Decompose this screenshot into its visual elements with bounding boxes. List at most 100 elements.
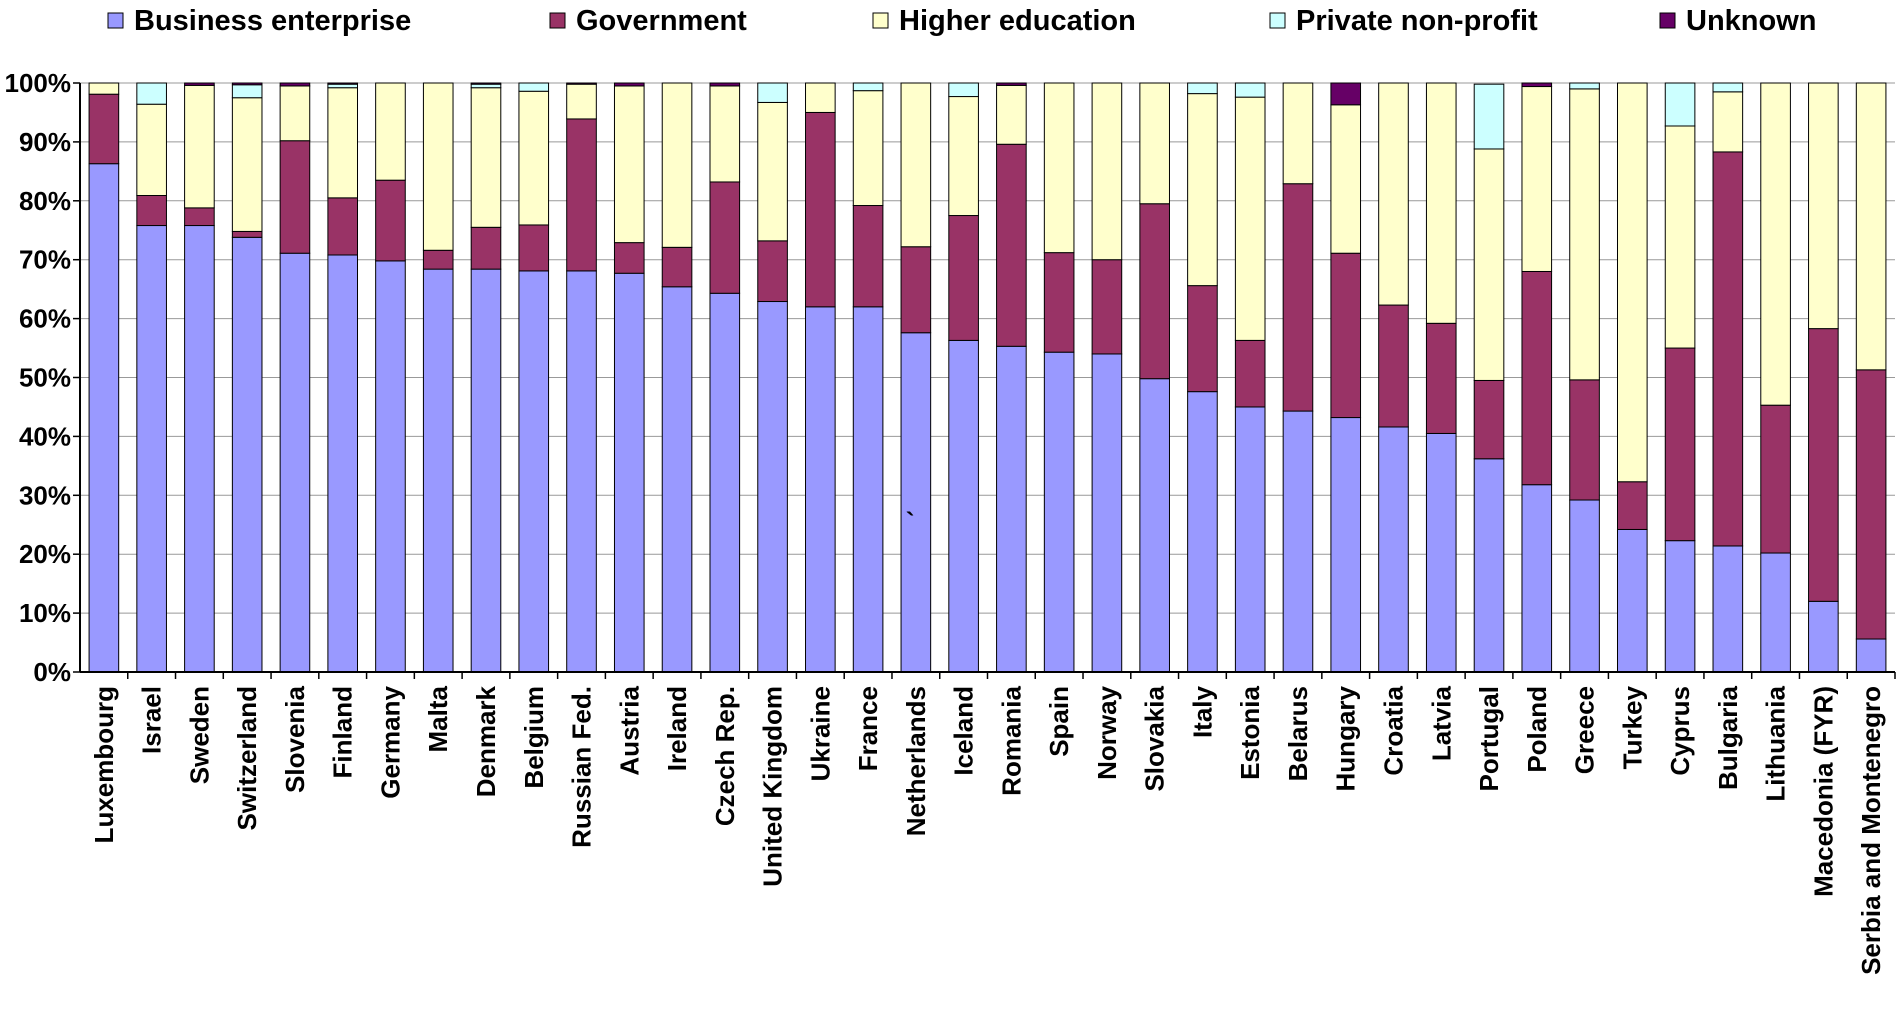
bar-estonia-private-non-profit (1234, 82, 1266, 98)
bar-ireland-business-enterprise (661, 286, 693, 673)
bar-macedonia-fyr-government (1808, 328, 1839, 602)
bar-netherlands-government (900, 246, 932, 334)
bar-romania-government (996, 143, 1027, 347)
x-tick-label-lithuania: Lithuania (1761, 685, 1791, 801)
y-tick-label-100: 100% (5, 68, 72, 98)
bar-czech-rep-business-enterprise (709, 292, 741, 673)
bar-cyprus-government (1664, 347, 1696, 542)
bar-israel-government (136, 194, 167, 227)
annotation-0: ` (906, 507, 915, 537)
y-tick-label-10: 10% (19, 598, 71, 628)
bar-italy-private-non-profit (1187, 82, 1218, 95)
y-tick-label-60: 60% (19, 304, 71, 334)
bar-poland-higher-education (1521, 86, 1553, 272)
x-tick-label-sweden: Sweden (184, 686, 214, 784)
y-tick-label-0: 0% (33, 657, 71, 687)
legend-label-private-non-profit: Private non-profit (1296, 5, 1538, 37)
bar-austria-business-enterprise (613, 272, 645, 673)
bar-belarus-government (1282, 183, 1314, 412)
x-tick-label-russian-fed: Russian Fed. (567, 686, 597, 848)
legend-swatch-business-enterprise (107, 12, 124, 29)
bar-serbia-and-montenegro-higher-education (1855, 82, 1887, 371)
x-tick-label-estonia: Estonia (1235, 685, 1265, 779)
bar-bulgaria-government (1712, 151, 1744, 547)
bar-croatia-business-enterprise (1378, 426, 1409, 673)
x-tick-label-iceland: Iceland (949, 686, 979, 776)
bar-lithuania-higher-education (1760, 82, 1791, 406)
bar-greece-higher-education (1569, 88, 1600, 381)
bar-france-private-non-profit (852, 82, 884, 92)
legend-swatch-unknown (1659, 12, 1676, 29)
x-tick-label-slovenia: Slovenia (280, 685, 310, 792)
y-tick-label-40: 40% (19, 421, 71, 451)
bar-italy-business-enterprise (1187, 391, 1218, 673)
x-tick-label-turkey: Turkey (1617, 685, 1647, 769)
bar-denmark-government (470, 226, 502, 270)
bar-belgium-business-enterprise (518, 270, 550, 673)
bar-united-kingdom-private-non-profit (757, 82, 788, 103)
bar-ukraine-government (805, 111, 836, 308)
bar-lithuania-business-enterprise (1760, 552, 1791, 673)
x-tick-label-ukraine: Ukraine (805, 686, 835, 781)
bar-luxembourg-higher-education (88, 82, 120, 95)
bar-united-kingdom-government (757, 240, 788, 303)
bar-netherlands-business-enterprise (900, 332, 932, 673)
x-tick-label-france: France (853, 686, 883, 771)
bar-greece-government (1569, 379, 1600, 501)
bar-lithuania-government (1760, 404, 1791, 554)
bar-finland-private-non-profit (327, 83, 359, 89)
bar-finland-unknown (327, 82, 359, 85)
bar-latvia-business-enterprise (1425, 432, 1457, 673)
bar-poland-government (1521, 270, 1553, 486)
bar-switzerland-private-non-profit (231, 84, 263, 99)
legend-swatch-private-non-profit (1269, 12, 1286, 29)
bar-croatia-higher-education (1378, 82, 1409, 306)
bar-spain-business-enterprise (1043, 351, 1075, 673)
bar-slovenia-business-enterprise (279, 252, 311, 673)
axes: 0% 10% 20% 30% 40% 50% 60% 70% 80% 90% 100% Luxembo… (5, 68, 1896, 975)
bar-iceland-private-non-profit (948, 82, 979, 98)
bars (88, 82, 1887, 673)
bar-finland-higher-education (327, 87, 359, 199)
bar-switzerland-government (231, 230, 263, 238)
legend-swatch-higher-education (872, 12, 889, 29)
y-tick-label-90: 90% (19, 127, 71, 157)
bar-serbia-and-montenegro-government (1855, 369, 1887, 640)
bar-cyprus-higher-education (1664, 125, 1696, 349)
bar-poland-business-enterprise (1521, 484, 1553, 673)
bar-russian-fed-higher-education (566, 83, 597, 120)
bar-sweden-government (184, 207, 215, 227)
x-tick-label-malta: Malta (423, 685, 453, 752)
bar-austria-government (613, 242, 645, 274)
bar-russian-fed-government (566, 118, 597, 272)
y-tick-label-70: 70% (19, 245, 71, 275)
y-tick-label-50: 50% (19, 363, 71, 393)
bar-slovenia-higher-education (279, 85, 311, 142)
bar-portugal-private-non-profit (1473, 83, 1505, 150)
bar-luxembourg-business-enterprise (88, 163, 120, 673)
bar-iceland-government (948, 215, 979, 341)
bar-netherlands-higher-education (900, 82, 932, 248)
bar-cyprus-business-enterprise (1664, 540, 1696, 673)
bar-estonia-business-enterprise (1234, 406, 1266, 673)
bar-belgium-higher-education (518, 90, 550, 226)
bar-malta-government (422, 249, 454, 270)
x-tick-label-norway: Norway (1092, 685, 1122, 779)
bar-denmark-unknown (470, 82, 502, 85)
bar-latvia-higher-education (1425, 82, 1457, 324)
bar-sweden-unknown (184, 82, 215, 86)
x-tick-label-united-kingdom: United Kingdom (758, 686, 788, 887)
x-tick-label-macedonia-fyr: Macedonia (FYR) (1808, 686, 1838, 897)
bar-norway-higher-education (1091, 82, 1123, 261)
x-tick-label-romania: Romania (996, 685, 1026, 795)
x-tick-label-croatia: Croatia (1378, 685, 1408, 775)
bar-bulgaria-higher-education (1712, 91, 1744, 153)
legend-label-unknown: Unknown (1686, 5, 1817, 37)
legend-label-business-enterprise: Business enterprise (134, 5, 411, 37)
bar-israel-private-non-profit (136, 82, 167, 105)
x-tick-label-serbia-and-montenegro: Serbia and Montenegro (1856, 686, 1886, 975)
x-tick-label-belgium: Belgium (519, 686, 549, 789)
bar-germany-business-enterprise (375, 260, 406, 673)
bar-sweden-business-enterprise (184, 225, 215, 673)
